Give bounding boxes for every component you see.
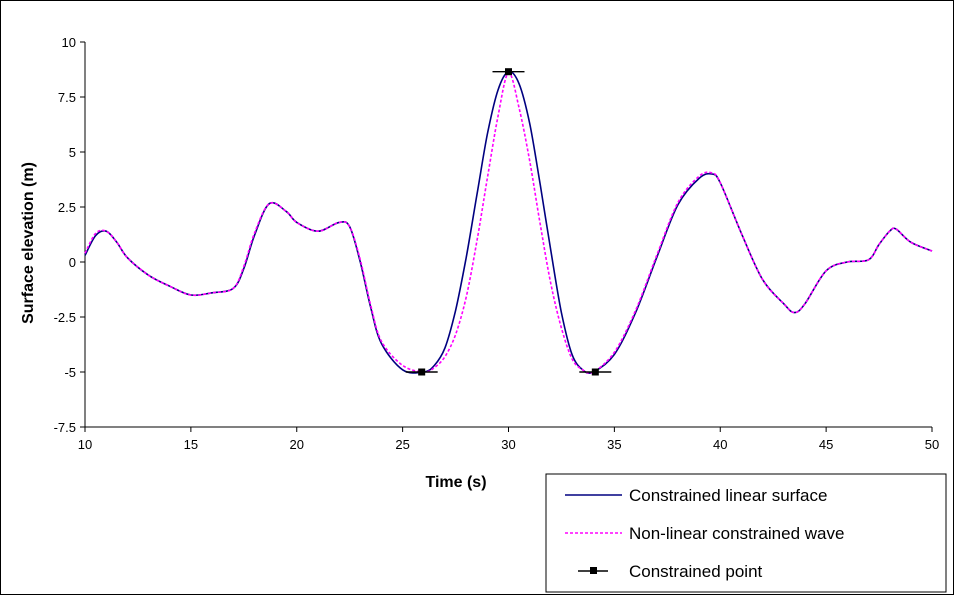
- legend-point-swatch-marker: [590, 567, 597, 574]
- x-tick-label: 20: [290, 437, 304, 452]
- y-axis-title: Surface elevation (m): [20, 162, 37, 324]
- series-line-linear: [84, 70, 933, 375]
- x-tick-label: 10: [78, 437, 92, 452]
- x-tick-label: 45: [819, 437, 833, 452]
- y-tick-label: 7.5: [58, 90, 76, 105]
- x-tick-label: 30: [501, 437, 515, 452]
- y-tick-label: -7.5: [54, 420, 76, 435]
- x-ticks: 10 15 20 25 30 35 40 45 50: [78, 427, 939, 452]
- legend-point-label: Constrained point: [629, 562, 763, 581]
- y-tick-label: 5: [69, 145, 76, 160]
- series-line-nonlinear: [84, 71, 933, 374]
- plot-area: -7.5 -5 -2.5 0 2.5 5 7.5 10 10 15 20 25 30 35 40 45 50: [54, 35, 940, 452]
- series-layer: [84, 68, 933, 376]
- constrained-point-marker: [591, 368, 599, 376]
- x-tick-label: 25: [395, 437, 409, 452]
- y-tick-label: 10: [62, 35, 76, 50]
- x-tick-label: 50: [925, 437, 939, 452]
- x-tick-label: 40: [713, 437, 727, 452]
- legend: Constrained linear surface Non-linear co…: [545, 473, 947, 593]
- legend-nonlinear-label: Non-linear constrained wave: [629, 524, 844, 543]
- constrained-point-marker: [505, 68, 512, 76]
- legend-linear-label: Constrained linear surface: [629, 486, 827, 505]
- x-tick-label: 15: [184, 437, 198, 452]
- y-tick-label: -5: [64, 365, 76, 380]
- y-tick-label: 2.5: [58, 200, 76, 215]
- y-tick-label: -2.5: [54, 310, 76, 325]
- constrained-point-marker: [418, 368, 426, 376]
- x-tick-label: 35: [607, 437, 621, 452]
- x-axis-title: Time (s): [425, 474, 486, 491]
- y-ticks: -7.5 -5 -2.5 0 2.5 5 7.5 10: [54, 35, 85, 435]
- y-tick-label: 0: [69, 255, 76, 270]
